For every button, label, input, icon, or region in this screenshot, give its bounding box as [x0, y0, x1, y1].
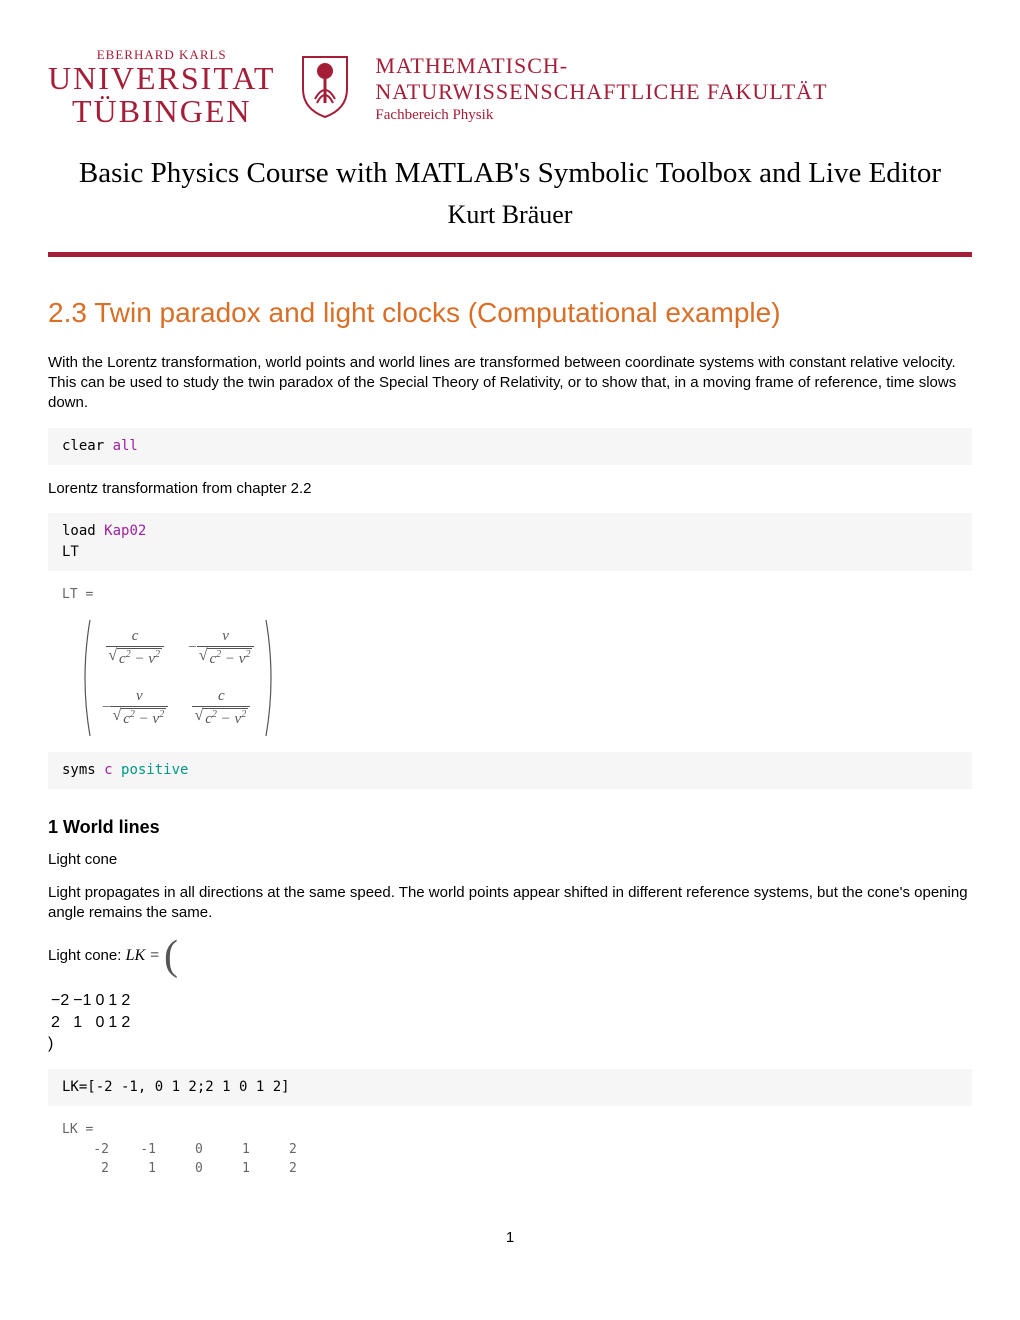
code-lk-def: LK=[-2 -1, 0 1 2;2 1 0 1 2]: [48, 1069, 972, 1106]
worldlines-heading: 1 World lines: [48, 817, 972, 838]
code-load: load Kap02 LT: [48, 513, 972, 571]
lt-matrix: c√c2 − v2 −v√c2 − v2 −v√c2 − v2 c√c2 − v…: [78, 618, 972, 738]
arg-kap02: Kap02: [104, 523, 146, 539]
crest-icon: [295, 51, 355, 126]
course-title: Basic Physics Course with MATLAB's Symbo…: [48, 157, 972, 190]
mod-positive: positive: [113, 762, 189, 778]
right-paren-icon: [264, 618, 278, 738]
lk-inline-matrix: (: [164, 935, 178, 977]
course-author: Kurt Bräuer: [48, 200, 972, 230]
lightcone-para: Light propagates in all directions at th…: [48, 883, 972, 924]
divider: [48, 252, 972, 257]
section-title: 2.3 Twin paradox and light clocks (Compu…: [48, 297, 972, 329]
var-c: c: [104, 762, 112, 778]
code-clear: clear all: [48, 428, 972, 465]
fac-line3: Fachbereich Physik: [375, 107, 827, 124]
code-syms: syms c positive: [48, 752, 972, 789]
page-number: 1: [48, 1229, 972, 1246]
lorentz-caption: Lorentz transformation from chapter 2.2: [48, 479, 972, 499]
header: EBERHARD KARLS UNIVERSITAT TÜBINGEN MATH…: [48, 48, 972, 129]
output-lt-label: LT =: [62, 585, 972, 605]
fac-line1: MATHEMATISCH-: [375, 53, 827, 79]
lightcone-equation: Light cone: LK = (: [48, 935, 972, 977]
keyword-all: all: [113, 438, 138, 454]
uni-line2: UNIVERSITAT: [48, 62, 275, 96]
intro-paragraph: With the Lorentz transformation, world p…: [48, 353, 972, 414]
lightcone-sub: Light cone: [48, 850, 972, 870]
left-paren-icon: [78, 618, 92, 738]
university-logo: EBERHARD KARLS UNIVERSITAT TÜBINGEN: [48, 48, 275, 129]
faculty-block: MATHEMATISCH- NATURWISSENSCHAFTLICHE FAK…: [375, 53, 827, 124]
output-lk: LK = -2 -1 0 1 2 2 1 0 1 2: [62, 1120, 972, 1179]
fac-line2: NATURWISSENSCHAFTLICHE FAKULTÄT: [375, 79, 827, 105]
uni-line3: TÜBINGEN: [48, 95, 275, 129]
